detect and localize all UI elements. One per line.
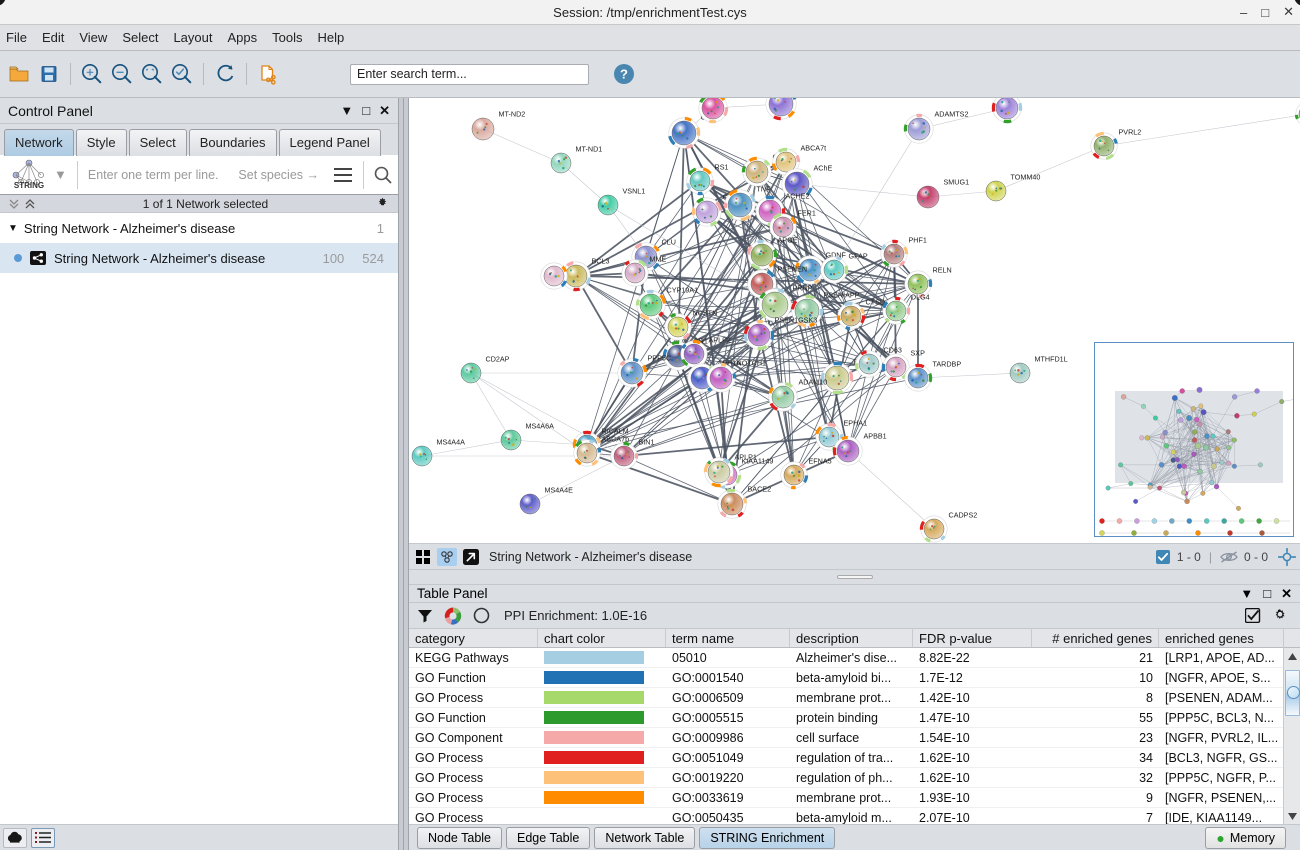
- svg-text:TOMM40: TOMM40: [1011, 173, 1041, 182]
- svg-text:TARDBP: TARDBP: [933, 360, 962, 369]
- svg-text:MS4A6A: MS4A6A: [526, 422, 555, 431]
- svg-text:CLU: CLU: [662, 238, 676, 247]
- svg-text:RS1: RS1: [715, 163, 729, 172]
- svg-text:BIN1: BIN1: [639, 438, 655, 447]
- svg-text:TNF: TNF: [757, 185, 772, 194]
- svg-text:EFNA5: EFNA5: [809, 457, 832, 466]
- svg-text:PHF1: PHF1: [909, 236, 927, 245]
- svg-text:CYP19A1: CYP19A1: [667, 286, 699, 295]
- svg-text:MS4A4A: MS4A4A: [437, 438, 466, 447]
- svg-text:GFAP: GFAP: [849, 252, 868, 261]
- svg-text:SMUG1: SMUG1: [944, 178, 970, 187]
- svg-text:PRNP: PRNP: [793, 284, 813, 293]
- svg-text:OLG4: OLG4: [911, 293, 930, 302]
- svg-text:MT-ND2: MT-ND2: [499, 110, 526, 119]
- svg-text:CD2AP: CD2AP: [486, 355, 510, 364]
- svg-text:CD63: CD63: [884, 346, 902, 355]
- svg-text:APBB1: APBB1: [864, 432, 887, 441]
- svg-text:PVRL2: PVRL2: [1119, 128, 1142, 137]
- svg-text:?: ?: [620, 67, 628, 82]
- svg-text:ADAM10: ADAM10: [799, 378, 828, 387]
- svg-text:NOTCH1: NOTCH1: [737, 359, 767, 368]
- svg-text:ABCA7t: ABCA7t: [801, 144, 827, 153]
- svg-text:BACE2: BACE2: [748, 485, 772, 494]
- svg-text:ADAMTS2: ADAMTS2: [935, 110, 969, 119]
- svg-text:AChE: AChE: [814, 164, 833, 173]
- svg-text:PPP5C: PPP5C: [648, 354, 672, 363]
- svg-text:PSENIAPP: PSENIAPP: [824, 291, 860, 300]
- svg-text:MS4A4E: MS4A4E: [545, 486, 574, 495]
- svg-text:MTHFD1L: MTHFD1L: [1035, 355, 1068, 364]
- svg-text:FER1: FER1: [798, 209, 816, 218]
- svg-text:APOE: APOE: [778, 236, 798, 245]
- svg-text:APLP2: APLP2: [709, 336, 731, 345]
- svg-text:PSENEN: PSENEN: [778, 265, 808, 274]
- svg-text:CTSD: CTSD: [866, 298, 886, 307]
- svg-text:BCL3: BCL3: [592, 257, 610, 266]
- svg-text:VSNL1: VSNL1: [623, 187, 646, 196]
- svg-text:PSEN1GSK3: PSEN1GSK3: [775, 316, 818, 325]
- svg-text:EPHA1: EPHA1: [844, 419, 868, 428]
- svg-text:CADPS2: CADPS2: [949, 511, 978, 520]
- svg-text:NCSTN: NCSTN: [693, 309, 718, 318]
- svg-text:ACHE2: ACHE2: [786, 192, 810, 201]
- svg-text:MT-ND1: MT-ND1: [576, 145, 603, 154]
- svg-text:RELN: RELN: [933, 266, 952, 275]
- svg-text:SXP: SXP: [911, 349, 926, 358]
- svg-text:MME: MME: [650, 255, 667, 264]
- svg-text:APLP1: APLP1: [735, 453, 757, 462]
